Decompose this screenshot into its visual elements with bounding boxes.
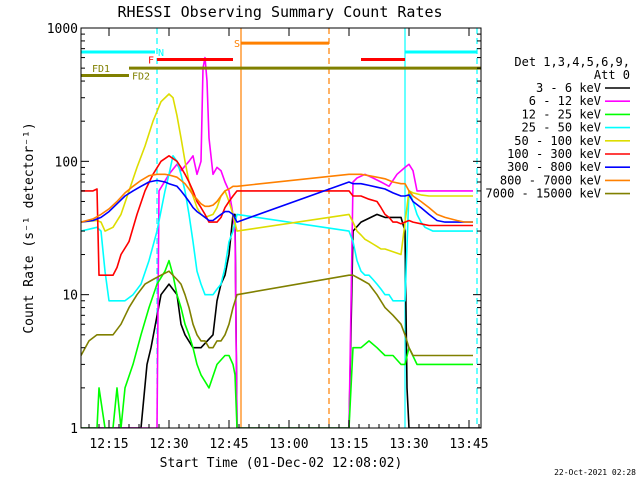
flag-label-n: N xyxy=(158,48,164,59)
series-line-2 xyxy=(81,56,473,428)
flag-label-fd2: FD2 xyxy=(132,72,150,83)
legend-label-3: 12 - 25 keV xyxy=(522,107,601,121)
legend-label-4: 25 - 50 keV xyxy=(522,121,601,135)
y-tick-label-3: 100 xyxy=(55,155,78,170)
flag-label-fd1: FD1 xyxy=(92,64,110,75)
y-tick-label-4: 1000 xyxy=(47,22,78,37)
legend-header-1: Det 1,3,4,5,6,9, xyxy=(514,55,630,69)
legend-label-7: 300 - 800 keV xyxy=(507,160,601,174)
legend-label-5: 50 - 100 keV xyxy=(514,134,601,148)
legend-label-1: 3 - 6 keV xyxy=(536,81,601,95)
x-tick-label-4: 13:00 xyxy=(269,437,308,452)
series-line-6 xyxy=(81,155,473,277)
series-line-9 xyxy=(81,270,473,357)
flag-label-f: F xyxy=(148,56,154,67)
y-tick-label-2: 10 xyxy=(62,289,78,304)
x-tick-label-3: 12:45 xyxy=(209,437,248,452)
legend-label-6: 100 - 300 keV xyxy=(507,147,601,161)
series-line-7 xyxy=(81,179,473,223)
x-axis-label: Start Time (01-Dec-02 12:08:02) xyxy=(160,456,403,471)
flag-label-s: S xyxy=(234,39,240,50)
legend-label-8: 800 - 7000 keV xyxy=(500,173,601,187)
x-tick-label-6: 13:30 xyxy=(389,437,428,452)
series-line-1 xyxy=(81,213,481,428)
y-axis-label: Count Rate (s⁻¹ detector⁻¹) xyxy=(22,122,37,333)
legend-label-9: 7000 - 15000 keV xyxy=(485,187,601,201)
x-tick-label-1: 12:15 xyxy=(89,437,128,452)
plot-frame xyxy=(80,27,482,429)
x-tick-label-5: 13:15 xyxy=(329,437,368,452)
y-tick-label-1: 1 xyxy=(70,422,78,437)
series-line-8 xyxy=(81,173,473,223)
legend-label-2: 6 - 12 keV xyxy=(529,94,601,108)
footer-timestamp: 22-Oct-2021 02:28 xyxy=(554,468,636,477)
x-tick-label-2: 12:30 xyxy=(149,437,188,452)
legend-header-2: Att 0 xyxy=(594,68,630,82)
x-tick-label-7: 13:45 xyxy=(449,437,488,452)
chart-title: RHESSI Observing Summary Count Rates xyxy=(117,3,442,21)
